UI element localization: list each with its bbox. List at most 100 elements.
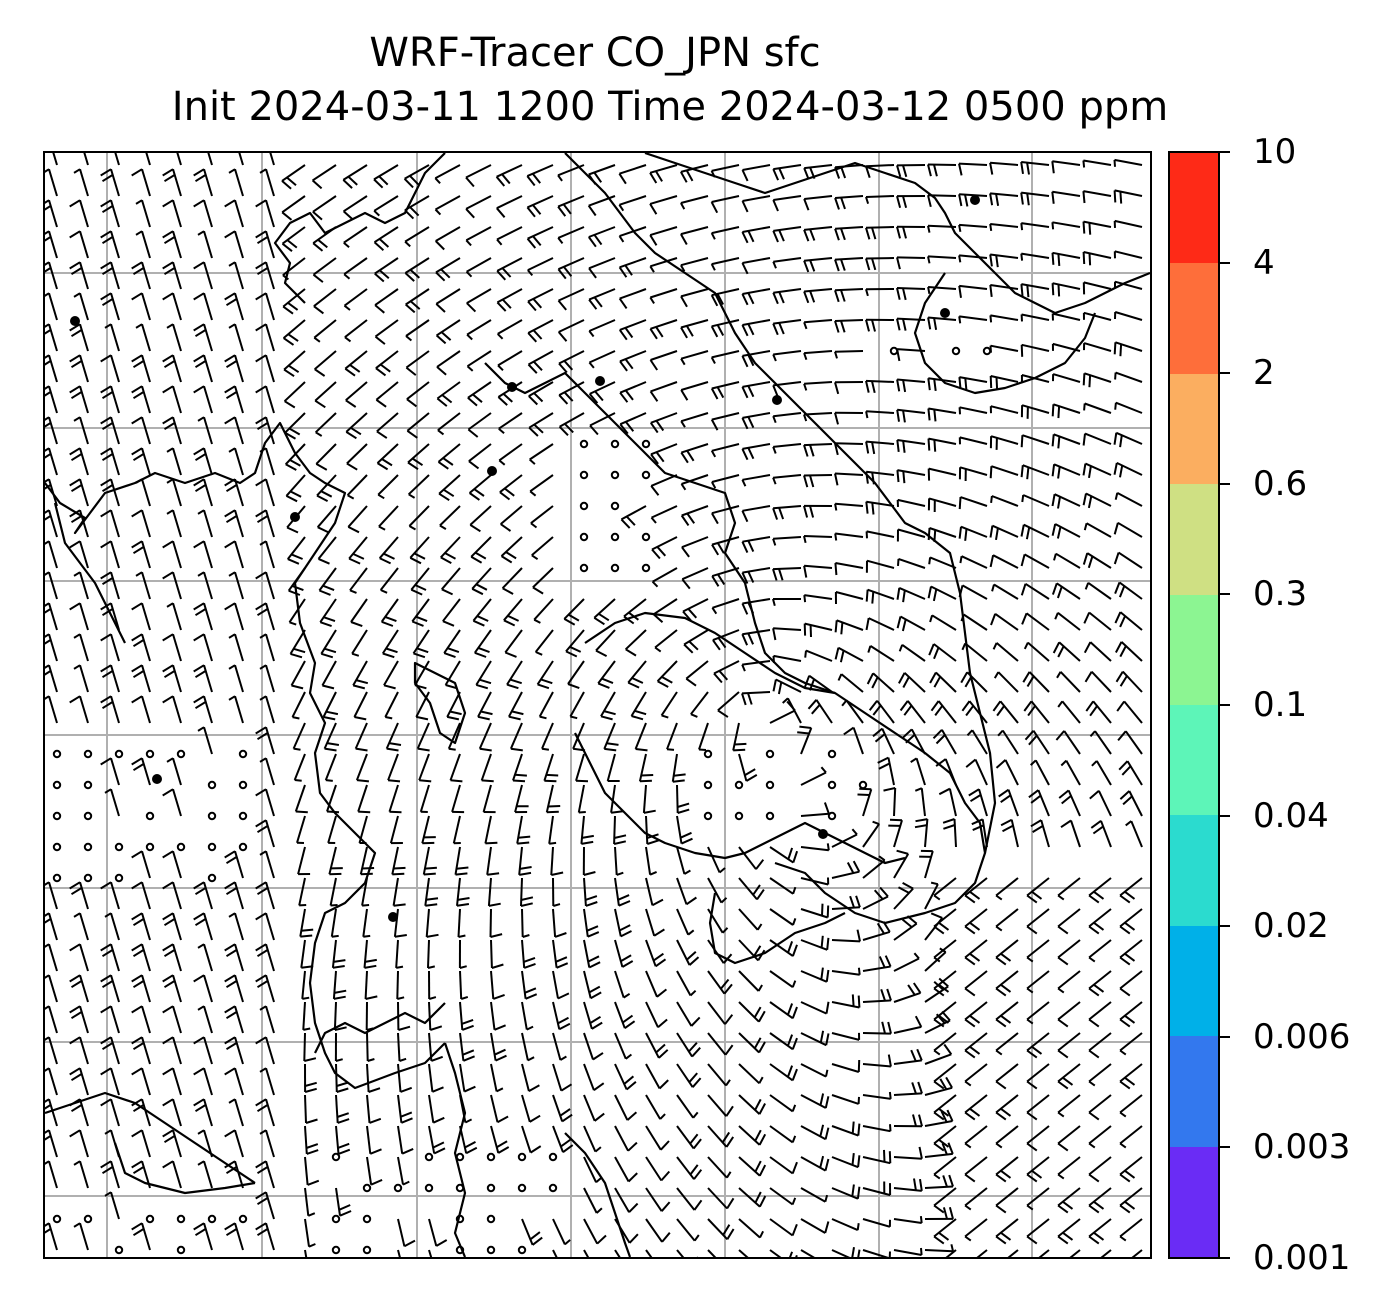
- wind-barb-flag: [741, 355, 749, 368]
- wind-barb-shaft: [1115, 431, 1143, 445]
- wind-barb-flag: [497, 1115, 509, 1124]
- wind-barb-flag: [995, 925, 1003, 932]
- wind-barb-flag: [132, 360, 145, 369]
- wind-barb-shaft: [203, 447, 213, 476]
- wind-barb-flag: [821, 903, 824, 916]
- wind-barb-flag: [132, 1228, 145, 1237]
- wind-barb-flag: [336, 1112, 350, 1118]
- wind-barb-flag: [1124, 1200, 1136, 1210]
- wind-barb-flag: [1023, 700, 1033, 712]
- wind-barb-shaft: [968, 700, 988, 724]
- wind-barb-flag: [529, 1114, 541, 1123]
- wind-barb-shaft: [831, 870, 860, 879]
- wind-barb-flag: [834, 259, 840, 272]
- wind-barb-flag: [725, 1136, 735, 1148]
- wind-barb-shaft: [769, 877, 794, 895]
- wind-barb-flag: [331, 934, 339, 938]
- wind-barb-shaft: [1115, 371, 1143, 383]
- wind-barb-shaft: [711, 567, 740, 578]
- wind-barb-shaft: [800, 1218, 826, 1234]
- wind-barb-shaft: [459, 1063, 466, 1092]
- wind-barb-flag: [1020, 284, 1024, 297]
- wind-barb-shaft: [1054, 493, 1081, 507]
- wind-barb-flag: [932, 729, 943, 740]
- wind-barb-flag: [1026, 1049, 1038, 1059]
- wind-barb-shaft: [234, 974, 244, 1003]
- wind-barb-shaft: [79, 943, 89, 972]
- wind-barb-flag: [569, 645, 582, 653]
- wind-barb-shaft: [504, 629, 523, 654]
- wind-barb-flag: [631, 677, 644, 684]
- wind-barb-flag: [758, 1076, 764, 1084]
- wind-barb-flag: [376, 462, 389, 471]
- colorbar-tick-label: 0.003: [1253, 1127, 1351, 1168]
- wind-barb-shaft: [613, 815, 616, 845]
- wind-barb-shaft: [831, 906, 860, 910]
- wind-barb-shaft: [374, 257, 399, 275]
- wind-barb-flag: [131, 633, 143, 642]
- wind-barb-flag: [495, 176, 506, 187]
- wind-barb-flag: [747, 416, 755, 429]
- wind-barb-shaft: [514, 784, 523, 813]
- wind-barb-flag: [811, 704, 821, 715]
- wind-barb-shaft: [738, 846, 757, 870]
- wind-barb-shaft: [234, 881, 244, 910]
- wind-barb-shaft: [928, 377, 957, 383]
- wind-barb-shaft: [141, 881, 151, 910]
- wind-barb-flag: [337, 1118, 350, 1124]
- wind-barb-flag: [45, 323, 50, 328]
- wind-barb-flag: [414, 684, 427, 690]
- wind-barb-flag: [1119, 925, 1131, 935]
- wind-barb-shaft: [896, 256, 926, 259]
- wind-barb-shaft: [898, 586, 926, 600]
- wind-barb-flag: [683, 643, 694, 654]
- wind-barb-flag: [995, 377, 999, 390]
- wind-barb-flag: [927, 164, 932, 177]
- wind-barb-flag: [710, 263, 716, 271]
- wind-barb-shaft: [1095, 760, 1112, 786]
- wind-barb-flag: [69, 385, 81, 394]
- wind-barb-shaft: [866, 410, 895, 414]
- wind-barb-flag: [224, 881, 236, 890]
- wind-barb-flag: [865, 589, 869, 602]
- wind-barb-flag: [834, 620, 838, 633]
- wind-barb-flag: [726, 1228, 735, 1240]
- wind-barb-flag: [163, 360, 176, 369]
- wind-barb-shaft: [332, 970, 337, 999]
- wind-barb-flag: [927, 286, 931, 294]
- wind-barb-flag: [824, 1096, 830, 1109]
- wind-barb-shaft: [683, 629, 709, 646]
- wind-barb-shaft: [995, 939, 1019, 959]
- wind-barb-shaft: [645, 846, 652, 875]
- wind-barb-flag: [487, 872, 500, 876]
- wind-barb-flag: [255, 974, 267, 983]
- wind-barb-flag: [933, 1204, 945, 1214]
- wind-barb-flag: [964, 1173, 976, 1183]
- wind-barb-shaft: [924, 917, 944, 941]
- wind-barb-flag: [856, 1223, 860, 1231]
- wind-barb-shaft: [580, 815, 585, 844]
- wind-barb-shaft: [490, 1125, 500, 1154]
- wind-barb-shaft: [707, 1187, 728, 1210]
- wind-barb-shaft: [48, 385, 58, 414]
- wind-barb-shaft: [528, 412, 554, 429]
- wind-barb-shaft: [929, 527, 957, 538]
- wind-barb-flag: [406, 429, 418, 439]
- wind-barb-flag: [639, 779, 652, 783]
- wind-barb-flag: [281, 180, 292, 190]
- wind-barb-shaft: [1083, 342, 1112, 352]
- wind-barb-flag: [995, 894, 1003, 901]
- wind-barb-flag: [964, 1142, 972, 1149]
- wind-barb-flag: [1082, 160, 1086, 168]
- wind-barb-shaft: [265, 261, 275, 290]
- wind-barb-shaft: [79, 478, 89, 507]
- wind-barb-shaft: [141, 1160, 151, 1189]
- wind-barb-flag: [1026, 956, 1034, 963]
- wind-barb-shaft: [379, 567, 399, 591]
- wind-barb-flag: [964, 925, 976, 935]
- wind-barb-flag: [942, 818, 955, 824]
- wind-barb-flag: [424, 866, 437, 870]
- wind-barb-flag: [834, 351, 838, 359]
- wind-barb-flag: [448, 747, 456, 751]
- wind-barb-flag: [225, 360, 238, 369]
